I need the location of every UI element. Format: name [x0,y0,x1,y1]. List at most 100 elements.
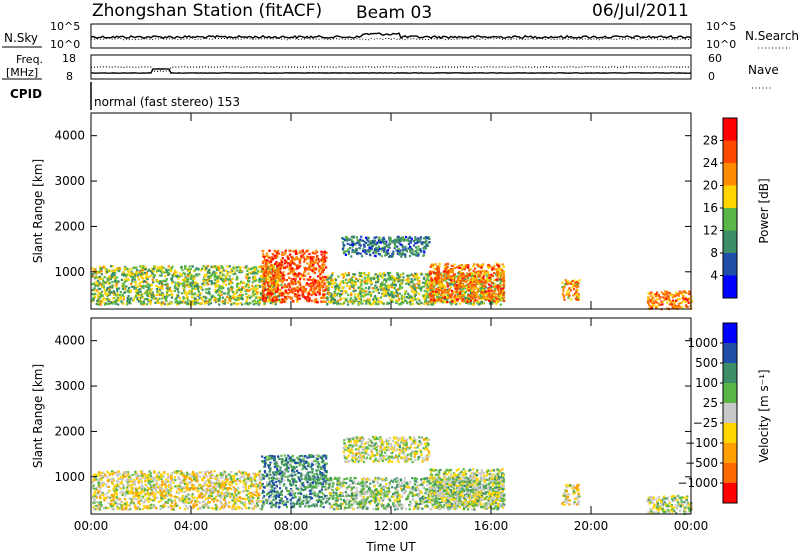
echo-cell [571,286,574,289]
echo-cell [495,302,498,305]
echo-cell [182,500,185,503]
echo-cell [502,273,505,276]
echo-cell [260,478,263,481]
echo-cell [467,276,470,279]
echo-cell [483,285,486,288]
echo-cell [360,302,363,305]
echo-cell [138,297,141,300]
echo-cell [459,270,462,273]
echo-cell [320,284,323,287]
echo-cell [181,299,184,302]
echo-cell [491,266,494,269]
echo-cell [476,263,479,266]
echo-cell [411,291,414,294]
echo-cell [351,283,354,286]
echo-cell [359,252,362,255]
echo-cell [228,501,231,504]
echo-cell [111,473,115,476]
echo-cell [360,272,363,275]
echo-cell [178,484,181,487]
echo-cell [186,269,189,272]
echo-cell [312,251,315,254]
echo-cell [122,507,125,510]
echo-cell [244,289,247,293]
echo-cell [392,282,395,285]
echo-region [561,279,581,301]
echo-cell [245,288,248,291]
echo-cell [353,249,356,252]
echo-cell [161,287,164,290]
echo-cell [205,300,208,303]
echo-cell [414,293,417,296]
echo-cell [298,250,302,253]
echo-cell [214,498,217,501]
echo-cell [443,278,447,281]
echo-cell [256,287,259,290]
echo-cell [194,299,198,302]
echo-cell [274,262,277,265]
echo-cell [469,278,473,281]
echo-cell [564,279,567,282]
echo-cell [377,275,380,278]
echo-cell [403,293,407,296]
echo-cell [317,284,320,287]
echo-cell [259,270,262,273]
echo-cell [282,300,285,303]
echo-cell [415,291,418,294]
echo-cell [406,277,410,280]
echo-cell [189,273,192,276]
echo-cell [308,252,311,256]
echo-cell [146,283,149,286]
echo-cell [424,283,427,286]
echo-cell [465,284,468,287]
echo-cell [230,268,233,271]
echo-cell [670,293,673,296]
echo-cell [278,269,281,272]
echo-cell [187,299,190,302]
echo-cell [330,293,333,296]
echo-cell [419,236,422,239]
echo-cell [170,267,173,270]
echo-cell [435,273,438,276]
date-label: 06/Jul/2011 [592,1,689,21]
echo-cell [677,294,680,297]
echo-cell [97,294,100,297]
echo-cell [176,274,179,277]
echo-cell [172,273,176,276]
echo-cell [212,271,215,274]
echo-cell [448,292,451,295]
echo-cell [267,282,270,285]
nave-tick-top: 60 [708,52,722,65]
echo-cell [400,255,403,258]
echo-cell [92,297,95,300]
echo-cell [412,240,416,243]
echo-cell [197,289,200,292]
echo-cell [397,251,400,254]
echo-cell [417,297,420,300]
echo-cell [562,286,565,289]
echo-cell [230,482,234,486]
echo-cell [428,237,431,240]
echo-cell [264,281,268,284]
echo-cell [136,285,139,288]
cpid-label: CPID [10,87,42,101]
echo-cell [413,284,416,287]
echo-cell [113,269,117,272]
echo-cell [108,289,111,292]
echo-cell [184,276,187,279]
echo-cell [460,291,463,295]
echo-cell [225,275,228,278]
echo-cell [227,292,230,296]
echo-cell [171,275,174,278]
echo-cell [374,284,377,287]
echo-cell [497,295,500,298]
echo-cell [433,267,436,270]
echo-cell [384,242,388,246]
echo-cell [303,296,306,299]
echo-cell [139,285,142,288]
echo-cell [487,271,490,274]
echo-cell [490,273,493,276]
echo-cell [573,284,576,287]
echo-cell [323,250,326,253]
echo-cell [222,300,225,303]
